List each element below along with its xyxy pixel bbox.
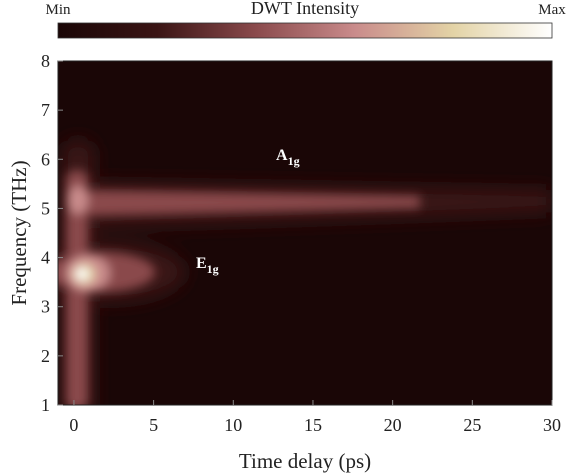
y-tick-label: 7 (41, 100, 50, 120)
y-tick-label: 1 (41, 395, 50, 415)
x-tick-label: 5 (149, 415, 158, 435)
colorbar-title: DWT Intensity (251, 0, 359, 18)
y-tick-label: 8 (41, 51, 50, 71)
annotation: E1g (196, 255, 219, 276)
plot-frame (57, 60, 553, 406)
x-tick-label: 0 (69, 415, 78, 435)
colorbar (57, 22, 553, 39)
y-tick-label: 4 (41, 248, 50, 268)
intensity-peak (72, 263, 96, 285)
intensity-map (58, 140, 552, 405)
y-axis-label: Frequency (THz) (7, 160, 31, 305)
y-tick-label: 2 (41, 346, 50, 366)
y-tick-label: 6 (41, 149, 50, 169)
annotation: A1g (276, 147, 300, 168)
x-tick-label: 30 (543, 415, 561, 435)
y-tick-label: 3 (41, 297, 50, 317)
x-tick-label: 15 (304, 415, 322, 435)
x-tick-label: 20 (384, 415, 402, 435)
colorbar-max: Max (538, 2, 566, 18)
plot-background (58, 61, 552, 405)
x-tick-label: 25 (463, 415, 481, 435)
colorbar-min: Min (45, 2, 71, 18)
x-axis-label: Time delay (ps) (239, 449, 371, 473)
x-tick-label: 10 (224, 415, 242, 435)
y-tick-label: 5 (41, 198, 50, 218)
